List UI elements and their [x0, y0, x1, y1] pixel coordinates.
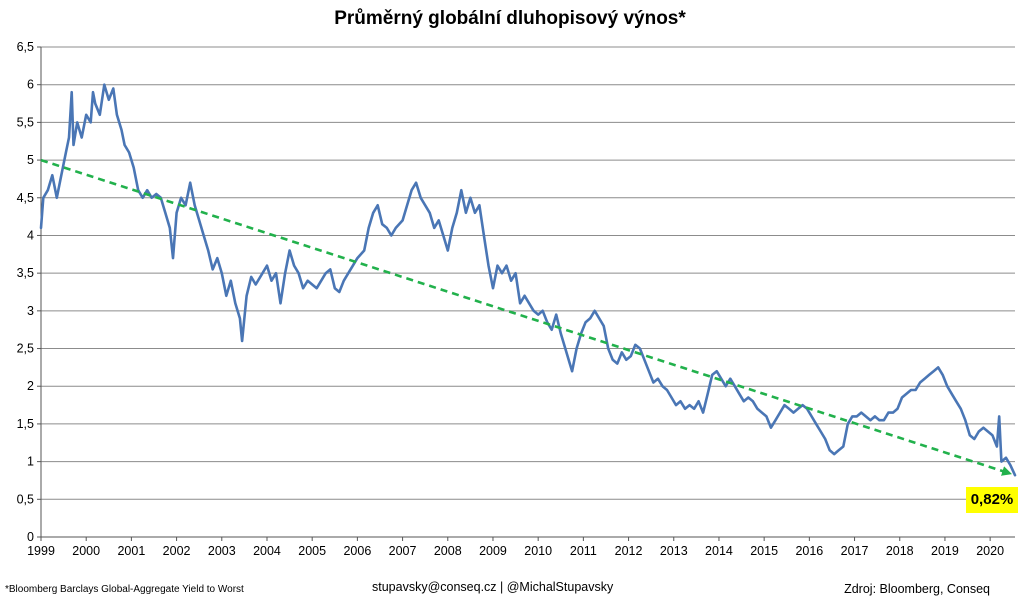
chart-series — [39, 83, 1017, 477]
x-tick-label: 2012 — [615, 544, 643, 558]
x-tick-label: 2005 — [298, 544, 326, 558]
x-tick-label: 2016 — [795, 544, 823, 558]
y-tick-label: 1,5 — [17, 417, 34, 431]
y-tick-label: 3,5 — [17, 266, 34, 280]
chart-axes — [37, 46, 1015, 541]
contact-info: stupavsky@conseq.cz | @MichalStupavsky — [372, 580, 614, 594]
x-tick-label: 2000 — [72, 544, 100, 558]
source-note: Zdroj: Bloomberg, Conseq — [844, 582, 990, 596]
y-tick-label: 0 — [27, 530, 34, 544]
trend-series-line — [40, 158, 1013, 476]
x-tick-label: 2015 — [750, 544, 778, 558]
x-tick-label: 2008 — [434, 544, 462, 558]
chart-title: Průměrný globální dluhopisový výnos* — [334, 8, 686, 29]
x-tick-label: 2013 — [660, 544, 688, 558]
x-tick-label: 2010 — [524, 544, 552, 558]
y-tick-label: 4 — [27, 228, 34, 242]
x-tick-label: 2003 — [208, 544, 236, 558]
x-tick-label: 2001 — [117, 544, 145, 558]
y-axis-tick-labels: 0 0,5 1 1,5 2 2,5 3 3,5 4 4,5 5 5,5 6 6,5 — [17, 40, 34, 544]
footnote: *Bloomberg Barclays Global-Aggregate Yie… — [5, 584, 244, 595]
x-tick-label: 2006 — [343, 544, 371, 558]
y-tick-label: 6 — [27, 78, 34, 92]
y-tick-label: 4,5 — [17, 191, 34, 205]
x-tick-label: 2007 — [389, 544, 417, 558]
y-tick-label: 6,5 — [17, 40, 34, 54]
y-tick-label: 1 — [27, 455, 34, 469]
x-tick-label: 2002 — [163, 544, 191, 558]
x-tick-label: 2014 — [705, 544, 733, 558]
y-tick-label: 2 — [27, 379, 34, 393]
y-tick-label: 5 — [27, 153, 34, 167]
x-tick-label: 2009 — [479, 544, 507, 558]
x-tick-label: 2019 — [931, 544, 959, 558]
y-tick-label: 5,5 — [17, 115, 34, 129]
y-tick-label: 3 — [27, 304, 34, 318]
x-axis-tick-labels: 1999 2000 2001 2002 2003 2004 2005 2006 2007 2008… — [27, 544, 1004, 558]
x-tick-label: 2011 — [570, 544, 597, 558]
x-tick-label: 2018 — [886, 544, 914, 558]
x-tick-label: 1999 — [27, 544, 55, 558]
x-tick-label: 2004 — [253, 544, 281, 558]
y-tick-label: 2,5 — [17, 342, 34, 356]
end-value-callout: 0,82% — [966, 487, 1018, 513]
grid-lines — [41, 46, 1015, 500]
y-tick-label: 0,5 — [17, 492, 34, 506]
yield-series-line — [39, 83, 1017, 477]
x-tick-label: 2020 — [976, 544, 1004, 558]
x-tick-label: 2017 — [841, 544, 869, 558]
